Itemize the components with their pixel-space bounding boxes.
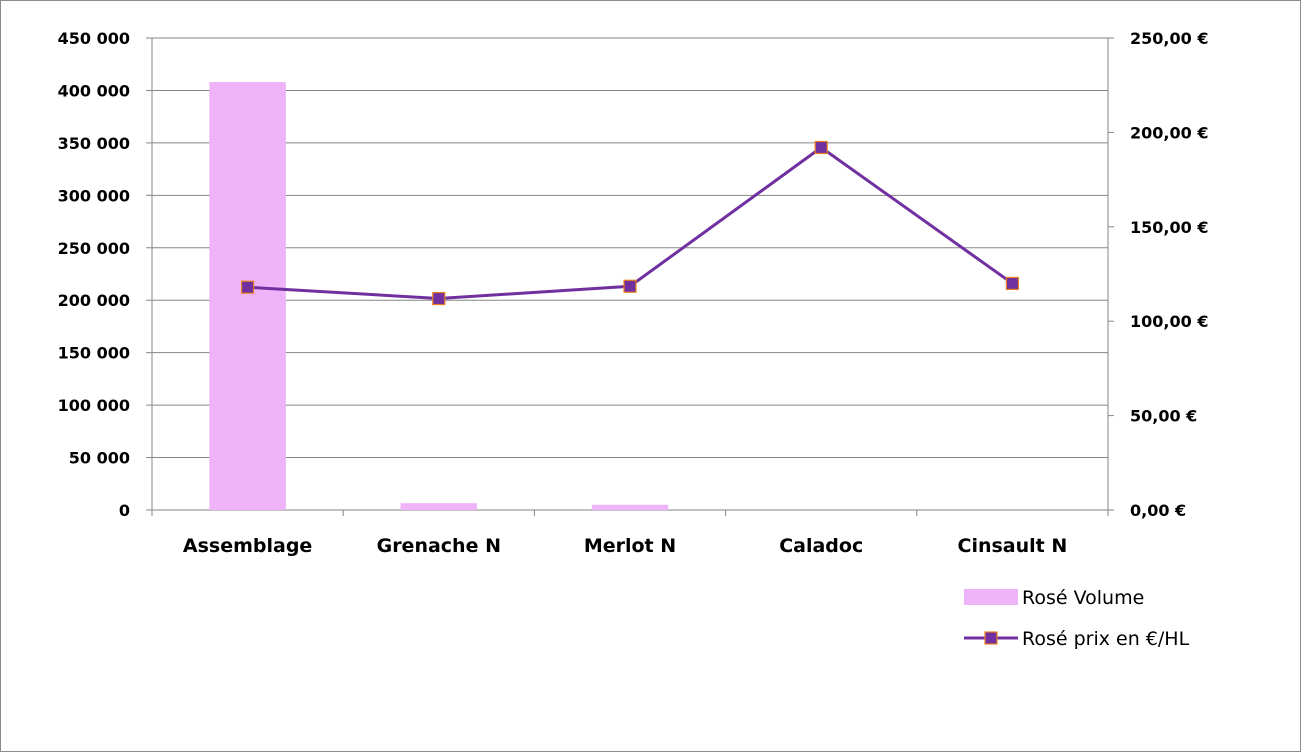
left-tick-label: 250 000 [58, 239, 130, 258]
legend-swatch-volume [964, 589, 1018, 605]
right-tick-label: 150,00 € [1130, 218, 1208, 237]
category-label: Grenache N [377, 535, 501, 557]
left-tick-label: 450 000 [58, 29, 130, 48]
right-tick-label: 0,00 € [1130, 501, 1186, 520]
price-marker [1005, 276, 1020, 291]
right-tick-label: 50,00 € [1130, 407, 1197, 426]
price-marker [241, 280, 255, 294]
category-label: Merlot N [584, 535, 676, 557]
category-label: Caladoc [779, 535, 863, 557]
legend-label-volume: Rosé Volume [1022, 587, 1144, 609]
volume-bar [591, 504, 669, 510]
left-tick-label: 400 000 [58, 81, 130, 100]
volume-bar [400, 503, 478, 510]
price-marker [623, 279, 637, 293]
left-tick-label: 50 000 [69, 449, 130, 468]
category-label: Cinsault N [958, 535, 1068, 557]
left-tick-label: 150 000 [58, 344, 130, 363]
left-tick-label: 100 000 [58, 396, 130, 415]
category-label: Assemblage [183, 535, 312, 557]
right-tick-label: 250,00 € [1130, 29, 1208, 48]
left-tick-label: 0 [119, 501, 130, 520]
left-tick-label: 350 000 [58, 134, 130, 153]
legend-label-price: Rosé prix en €/HL [1022, 628, 1190, 650]
price-marker [814, 140, 828, 155]
price-marker [432, 291, 446, 306]
right-tick-label: 100,00 € [1130, 312, 1208, 331]
left-tick-label: 200 000 [58, 291, 130, 310]
legend-swatch-price-marker [984, 631, 998, 645]
price-line [247, 145, 1014, 301]
volume-bar [209, 82, 286, 510]
right-tick-label: 200,00 € [1130, 123, 1208, 142]
left-tick-label: 300 000 [58, 186, 130, 205]
